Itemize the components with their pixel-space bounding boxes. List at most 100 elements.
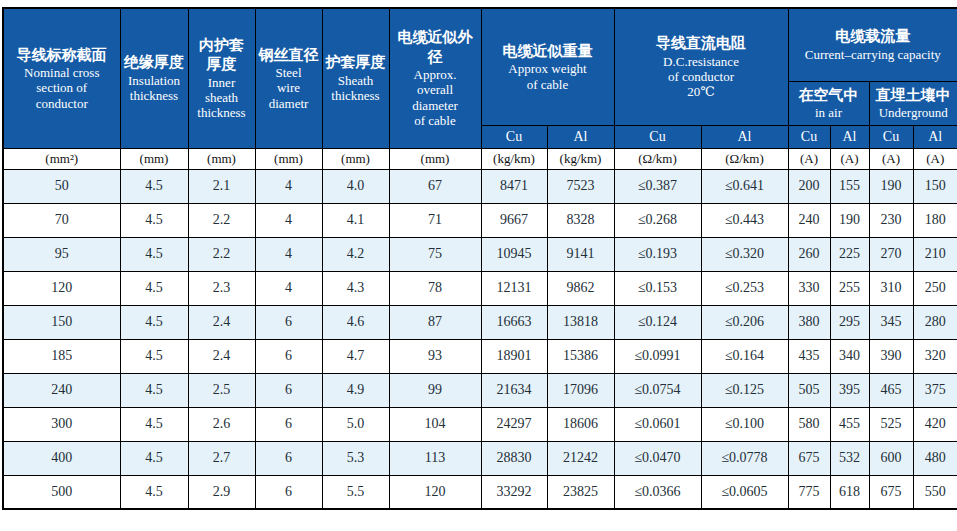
unit-cell: (A) <box>913 148 957 169</box>
table-row: 300 4.5 2.6 6 5.0 104 24297 18606 ≤0.060… <box>3 407 957 441</box>
unit-cell: (kg/km) <box>481 148 547 169</box>
data-cell: 280 <box>913 305 957 339</box>
header-approx-weight-en: Approx weight of cable <box>483 61 613 92</box>
data-cell: 4.5 <box>120 169 188 203</box>
data-cell: 50 <box>3 169 120 203</box>
data-cell: 618 <box>830 475 869 509</box>
cable-spec-table: 导线标称截面 Nominal cross section of conducto… <box>2 7 957 510</box>
data-cell: 33292 <box>481 475 547 509</box>
data-cell: 4.5 <box>120 203 188 237</box>
page: 导线标称截面 Nominal cross section of conducto… <box>0 0 957 510</box>
data-cell: ≤0.0601 <box>614 407 701 441</box>
header-row-main: 导线标称截面 Nominal cross section of conducto… <box>3 8 957 81</box>
data-cell: 395 <box>830 373 869 407</box>
data-cell: 320 <box>913 339 957 373</box>
data-cell: 480 <box>913 441 957 475</box>
data-cell: 2.1 <box>188 169 255 203</box>
data-cell: ≤0.0991 <box>614 339 701 373</box>
data-cell: 400 <box>3 441 120 475</box>
data-cell: 255 <box>830 271 869 305</box>
unit-cell: (mm) <box>389 148 481 169</box>
data-cell: 330 <box>788 271 830 305</box>
header-inner-sheath-en: Inner sheath thickness <box>190 75 254 121</box>
header-dc-resistance-en: D.C.resistance of conductor 20℃ <box>616 54 787 100</box>
data-cell: 2.7 <box>188 441 255 475</box>
data-cell: 21242 <box>547 441 614 475</box>
table-row: 150 4.5 2.4 6 4.6 87 16663 13818 ≤0.124 … <box>3 305 957 339</box>
header-sheath-zh: 护套厚度 <box>324 53 388 73</box>
data-cell: 345 <box>869 305 913 339</box>
data-cell: 230 <box>869 203 913 237</box>
data-cell: 775 <box>788 475 830 509</box>
header-insulation-zh: 绝缘厚度 <box>122 53 187 73</box>
data-cell: 12131 <box>481 271 547 305</box>
data-cell: 240 <box>788 203 830 237</box>
data-cell: 505 <box>788 373 830 407</box>
header-inner-sheath-zh: 内护套 厚度 <box>190 36 254 75</box>
data-cell: 7523 <box>547 169 614 203</box>
data-cell: 21634 <box>481 373 547 407</box>
data-cell: 2.9 <box>188 475 255 509</box>
header-sheath-thickness: 护套厚度 Sheath thickness <box>322 8 389 148</box>
data-cell: 600 <box>869 441 913 475</box>
data-cell: 104 <box>389 407 481 441</box>
data-cell: 95 <box>3 237 120 271</box>
data-cell: ≤0.193 <box>614 237 701 271</box>
header-sheath-en: Sheath thickness <box>324 73 388 104</box>
data-cell: 4.7 <box>322 339 389 373</box>
data-cell: 4.5 <box>120 475 188 509</box>
data-cell: 2.4 <box>188 305 255 339</box>
header-underground-en: Underground <box>871 105 957 120</box>
data-cell: 4.5 <box>120 271 188 305</box>
data-cell: 4.5 <box>120 305 188 339</box>
unit-cell: (mm) <box>255 148 322 169</box>
data-cell: 4.6 <box>322 305 389 339</box>
data-cell: ≤0.0605 <box>701 475 788 509</box>
data-cell: 4 <box>255 237 322 271</box>
data-cell: 155 <box>830 169 869 203</box>
data-cell: 16663 <box>481 305 547 339</box>
table-row: 240 4.5 2.5 6 4.9 99 21634 17096 ≤0.0754… <box>3 373 957 407</box>
data-cell: 28830 <box>481 441 547 475</box>
data-cell: 2.2 <box>188 203 255 237</box>
data-cell: 4.1 <box>322 203 389 237</box>
data-cell: 225 <box>830 237 869 271</box>
header-nominal-cross-section: 导线标称截面 Nominal cross section of conducto… <box>3 8 120 148</box>
data-cell: 18901 <box>481 339 547 373</box>
table-row: 400 4.5 2.7 6 5.3 113 28830 21242 ≤0.047… <box>3 441 957 475</box>
data-cell: ≤0.100 <box>701 407 788 441</box>
data-cell: 10945 <box>481 237 547 271</box>
data-cell: 190 <box>869 169 913 203</box>
data-cell: 150 <box>913 169 957 203</box>
data-cell: ≤0.0778 <box>701 441 788 475</box>
data-cell: 380 <box>788 305 830 339</box>
header-row-units: (mm²) (mm) (mm) (mm) (mm) (mm) (kg/km) (… <box>3 148 957 169</box>
data-cell: 75 <box>389 237 481 271</box>
data-cell: 9862 <box>547 271 614 305</box>
unit-cell: (mm) <box>322 148 389 169</box>
data-cell: 675 <box>788 441 830 475</box>
data-cell: 93 <box>389 339 481 373</box>
unit-cell: (mm²) <box>3 148 120 169</box>
data-cell: 260 <box>788 237 830 271</box>
data-cell: 4.5 <box>120 339 188 373</box>
header-steel-wire-zh: 钢丝直径 <box>257 46 321 66</box>
table-row: 185 4.5 2.4 6 4.7 93 18901 15386 ≤0.0991… <box>3 339 957 373</box>
data-cell: 4.3 <box>322 271 389 305</box>
data-cell: 87 <box>389 305 481 339</box>
data-cell: 250 <box>913 271 957 305</box>
data-cell: ≤0.443 <box>701 203 788 237</box>
data-cell: 2.2 <box>188 237 255 271</box>
unit-cell: (A) <box>830 148 869 169</box>
data-cell: ≤0.153 <box>614 271 701 305</box>
header-current-capacity-en: Current–carrying capacity <box>790 47 957 62</box>
data-cell: 15386 <box>547 339 614 373</box>
data-cell: 4.5 <box>120 407 188 441</box>
table-row: 50 4.5 2.1 4 4.0 67 8471 7523 ≤0.387 ≤0.… <box>3 169 957 203</box>
data-cell: 295 <box>830 305 869 339</box>
data-cell: 67 <box>389 169 481 203</box>
data-cell: 300 <box>3 407 120 441</box>
header-approx-weight-zh: 电缆近似重量 <box>483 42 613 62</box>
data-cell: 6 <box>255 475 322 509</box>
data-cell: 120 <box>3 271 120 305</box>
